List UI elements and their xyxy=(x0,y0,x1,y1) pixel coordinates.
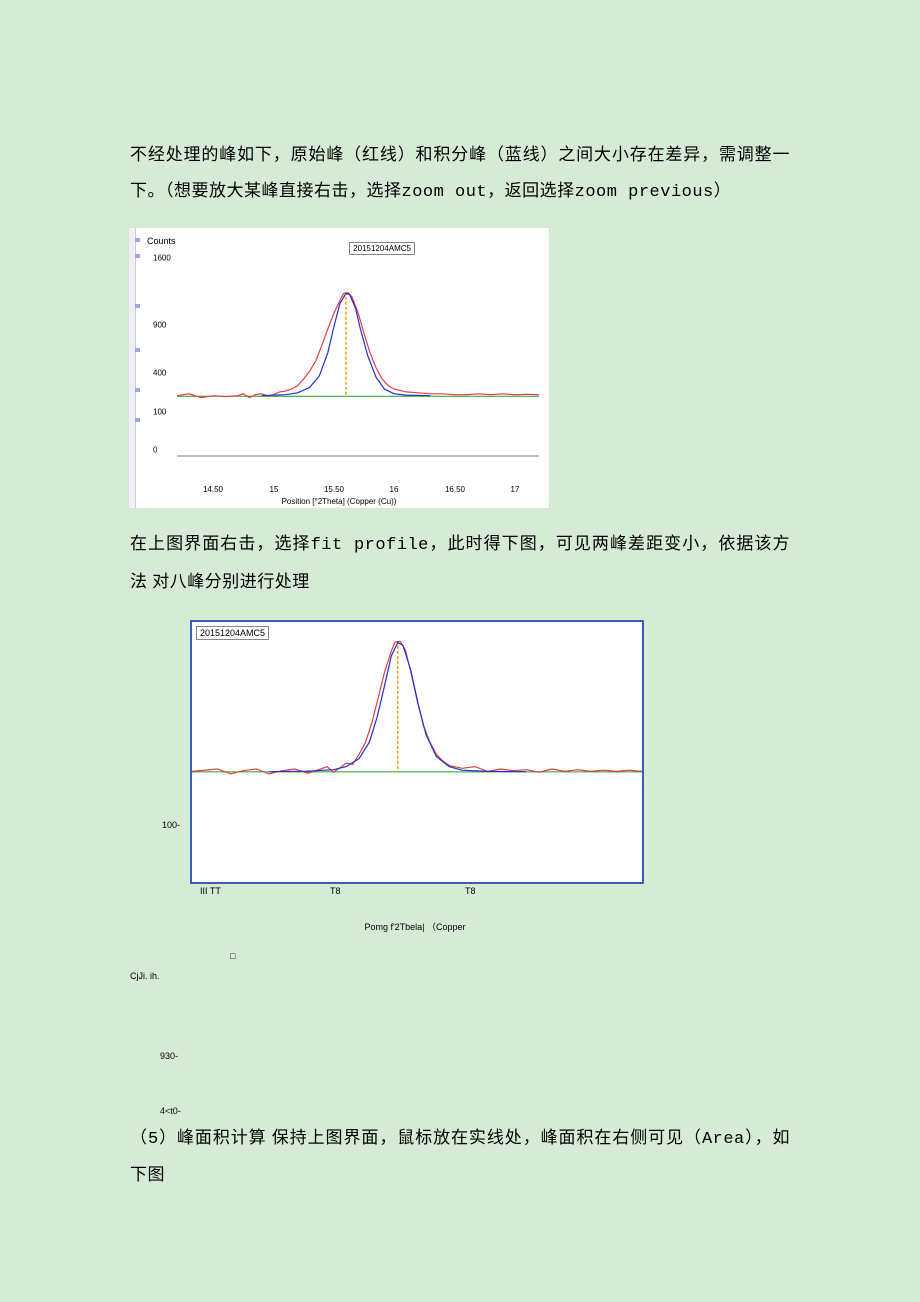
paragraph-1: 不经处理的峰如下，原始峰（红线）和积分峰（蓝线）之间大小存在差异，需调整一下。（… xyxy=(130,137,790,210)
xtick: T8 xyxy=(465,886,476,896)
chart-1-raw-peak: Counts 20151204AMC5 1600 900 400 100 0 1… xyxy=(128,227,550,509)
paragraph-3: （5）峰面积计算 保持上图界面，鼠标放在实线处，峰面积在右侧可见（Area），如… xyxy=(130,1120,790,1193)
ytick: 1600 xyxy=(153,254,171,263)
chart-2-container: 20151204AMC5 100- III TT T8 T8 Pomg f'2T… xyxy=(140,620,790,933)
text: ） xyxy=(714,181,732,200)
stray-text: CjJi. ih. xyxy=(130,971,790,981)
ytick: 400 xyxy=(153,369,166,378)
chart-2-fit-profile: 20151204AMC5 xyxy=(190,620,644,884)
xtick: 17 xyxy=(511,485,520,494)
text: ）峰面积计算 保持上图界面，鼠标放在实线处，峰面积在右侧可见（ xyxy=(159,1128,702,1147)
stray-text: 930- xyxy=(160,1051,790,1061)
chart-1-plot xyxy=(177,238,539,478)
xtick: 16.50 xyxy=(445,485,465,494)
ytick: 900 xyxy=(153,321,166,330)
x-axis-label: Pomg f'2Tbela| （Copper xyxy=(190,920,640,933)
xtick: 15.50 xyxy=(324,485,344,494)
ytick: 100 xyxy=(153,408,166,417)
text: （ xyxy=(130,1128,148,1147)
text-mono: Area xyxy=(702,1130,745,1149)
stray-text: 4<t0- xyxy=(160,1106,790,1116)
xtick: 14.50 xyxy=(203,485,223,494)
xtick: 16 xyxy=(390,485,399,494)
text-mono: 5 xyxy=(148,1130,159,1149)
stray-text: □ xyxy=(230,951,790,961)
text: 在上图界面右击，选择 xyxy=(130,534,311,553)
text-mono: zoom out xyxy=(402,183,488,202)
text: ，返回选择 xyxy=(487,181,575,200)
paragraph-2: 在上图界面右击，选择fit profile，此时得下图，可见两峰差距变小，依据该… xyxy=(130,526,790,599)
document-page: 不经处理的峰如下，原始峰（红线）和积分峰（蓝线）之间大小存在差异，需调整一下。（… xyxy=(0,0,920,1302)
text-mono: zoom previous xyxy=(575,183,714,202)
ytick: 100- xyxy=(162,820,180,830)
xtick: III TT xyxy=(200,886,221,896)
xtick: T8 xyxy=(330,886,341,896)
x-axis-label: Position [°2Theta] (Copper (Cu)) xyxy=(282,497,397,506)
ytick: 0 xyxy=(153,446,157,455)
chart-2-plot xyxy=(192,622,642,882)
text-mono: fit profile xyxy=(311,536,429,555)
xtick: 15 xyxy=(270,485,279,494)
chart-handles xyxy=(135,228,141,508)
y-axis-label: Counts xyxy=(147,236,176,246)
